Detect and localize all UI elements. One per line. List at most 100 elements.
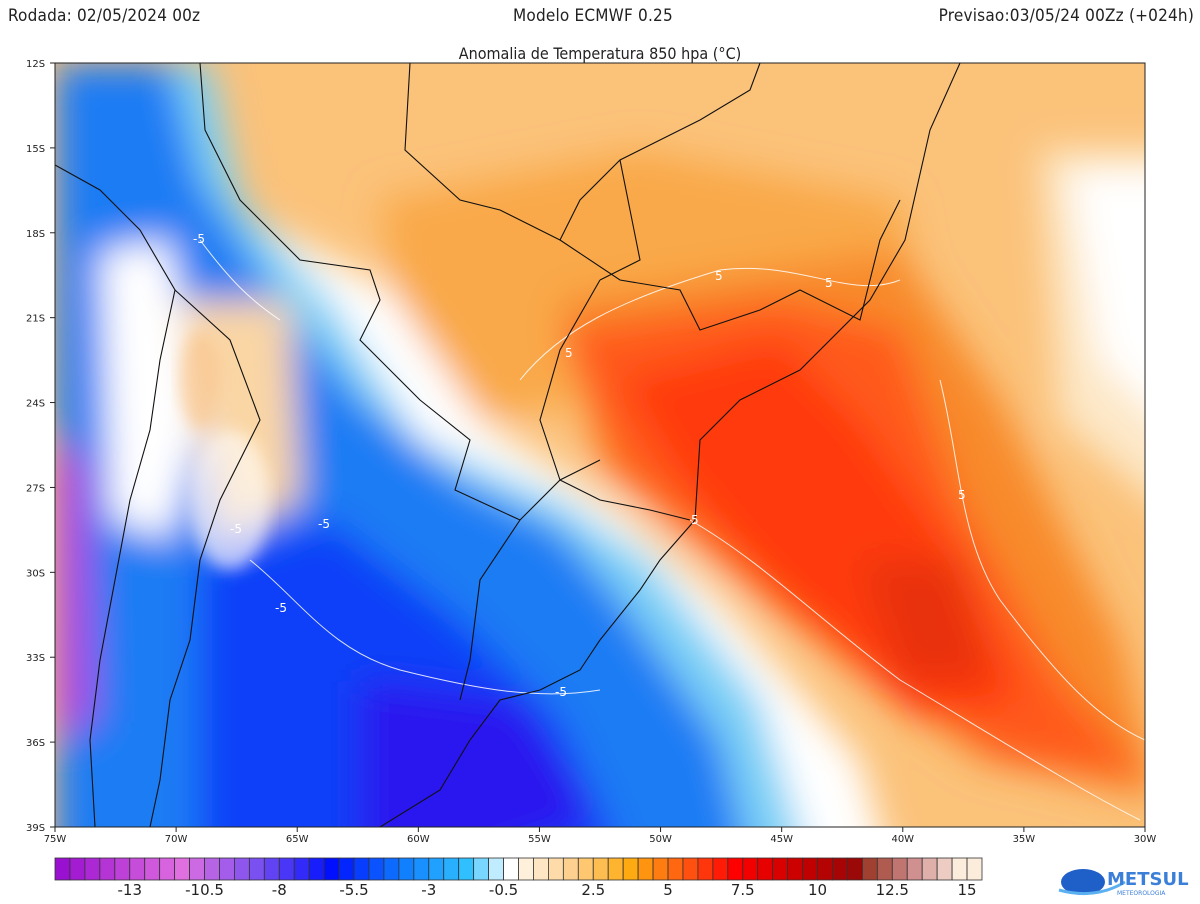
colorbar-label: 7.5	[731, 881, 755, 899]
colorbar-label: -10.5	[185, 881, 224, 899]
lon-tick-label: 65W	[286, 834, 309, 845]
colorbar-swatch	[592, 857, 609, 881]
colorbar-swatch	[861, 857, 878, 881]
contour-label: -5	[230, 522, 242, 536]
colorbar-swatch	[548, 857, 564, 881]
lon-tick-label: 50W	[649, 834, 672, 845]
colorbar-swatch	[473, 857, 489, 881]
lat-tick-label: 18S	[26, 229, 45, 240]
contour-label: 5	[958, 488, 966, 502]
colorbar-swatch	[144, 857, 161, 881]
logo-text: METSUL	[1107, 869, 1189, 890]
colorbar-label: 2.5	[581, 881, 605, 899]
contour-label: 5	[715, 269, 723, 283]
map-title: Anomalia de Temperatura 850 hpa (°C)	[458, 44, 742, 63]
colorbar-label: 5	[663, 881, 673, 899]
colorbar-swatch	[353, 857, 370, 881]
lat-tick-label: 30S	[26, 568, 45, 579]
lat-tick-label: 36S	[26, 738, 45, 749]
colorbar-swatch	[667, 857, 684, 881]
colorbar-swatch	[906, 857, 923, 881]
colorbar-swatch	[876, 857, 893, 881]
colorbar-swatch	[69, 857, 86, 881]
contour-label: -5	[318, 517, 330, 531]
colorbar-label: -0.5	[489, 881, 518, 899]
forecast-label: Previsao:03/05/24 00Zz (+024h)	[938, 6, 1194, 26]
colorbar-swatch	[533, 857, 549, 881]
colorbar-swatch	[99, 857, 116, 881]
colorbar-label: -8	[272, 881, 287, 899]
colorbar-swatch	[234, 857, 250, 881]
colorbar-swatch	[832, 857, 848, 881]
colorbar-swatch	[622, 857, 639, 881]
colorbar-label: -13	[118, 881, 143, 899]
lat-tick-label: 27S	[26, 483, 45, 494]
colorbar-label: -5.5	[339, 881, 368, 899]
colorbar-swatch	[966, 857, 983, 881]
lat-tick-label: 33S	[26, 653, 45, 664]
colorbar-swatch	[757, 857, 774, 881]
colorbar-swatch	[936, 857, 953, 881]
colorbar-label: 12.5	[876, 881, 909, 899]
colorbar-swatch	[652, 857, 669, 881]
colorbar-swatch	[278, 857, 295, 881]
colorbar-swatch	[787, 857, 803, 881]
logo-subtext: METEOROLOGIA	[1117, 890, 1166, 897]
colorbar-swatch	[174, 857, 190, 881]
colorbar-swatch	[637, 857, 654, 881]
colorbar-swatch	[159, 857, 176, 881]
colorbar-swatch	[518, 857, 534, 881]
colorbar-swatch	[697, 857, 714, 881]
colorbar-swatch	[458, 857, 475, 881]
colorbar-swatch	[682, 857, 699, 881]
contour-label: -5	[275, 601, 287, 615]
colorbar-swatch	[772, 857, 789, 881]
colorbar-swatch	[443, 857, 460, 881]
colorbar-swatch	[607, 857, 624, 881]
contour-label: 5	[565, 346, 573, 360]
lon-tick-label: 70W	[165, 834, 188, 845]
colorbar-swatch	[891, 857, 908, 881]
colorbar: -13 -10.5 -8 -5.5 -3 -0.5 2.5 5 7.5 10 12.5 15	[54, 857, 983, 899]
lat-tick-label: 15S	[26, 144, 45, 155]
model-label: Modelo ECMWF 0.25	[513, 6, 673, 26]
colorbar-swatch	[413, 857, 430, 881]
colorbar-swatch	[368, 857, 385, 881]
contour-lines	[199, 239, 1145, 821]
colorbar-swatch	[428, 857, 445, 881]
colorbar-swatch	[114, 857, 131, 881]
colorbar-swatch	[219, 857, 235, 881]
colorbar-swatch	[503, 857, 519, 881]
contour-label: -5	[193, 232, 205, 246]
lon-tick-label: 60W	[407, 834, 430, 845]
colorbar-swatch	[84, 857, 101, 881]
contour-value-labels: -5 -5 -5 -5 -5 5 5 5 5 5	[193, 232, 966, 699]
colorbar-swatch	[323, 857, 340, 881]
lat-tick-label: 39S	[26, 823, 45, 834]
colorbar-swatch	[577, 857, 594, 881]
map-frame	[54, 62, 1146, 828]
colorbar-swatch	[54, 857, 71, 881]
colorbar-swatch	[802, 857, 818, 881]
lat-tick-label: 12S	[26, 59, 45, 70]
colorbar-swatch	[712, 857, 729, 881]
colorbar-swatch	[129, 857, 146, 881]
longitude-axis: 75W 70W 65W 60W 55W 50W 45W 40W 35W 30W	[44, 827, 1156, 845]
lat-tick-label: 21S	[26, 314, 45, 325]
colorbar-swatch	[742, 857, 759, 881]
colorbar-swatch	[817, 857, 833, 881]
lat-tick-label: 24S	[26, 399, 45, 410]
lon-tick-label: 55W	[528, 834, 551, 845]
colorbar-label: -3	[421, 881, 436, 899]
run-label: Rodada: 02/05/2024 00z	[8, 6, 201, 26]
colorbar-swatch	[383, 857, 400, 881]
contour-label: 5	[825, 276, 833, 290]
colorbar-swatch	[263, 857, 280, 881]
colorbar-swatch	[338, 857, 355, 881]
metsul-logo: METSUL METEOROLOGIA	[1055, 860, 1195, 904]
latitude-axis: 12S 15S 18S 21S 24S 27S 30S 33S 36S 39S	[26, 59, 55, 834]
colorbar-swatch	[248, 857, 265, 881]
colorbar-label: 10	[808, 881, 827, 899]
